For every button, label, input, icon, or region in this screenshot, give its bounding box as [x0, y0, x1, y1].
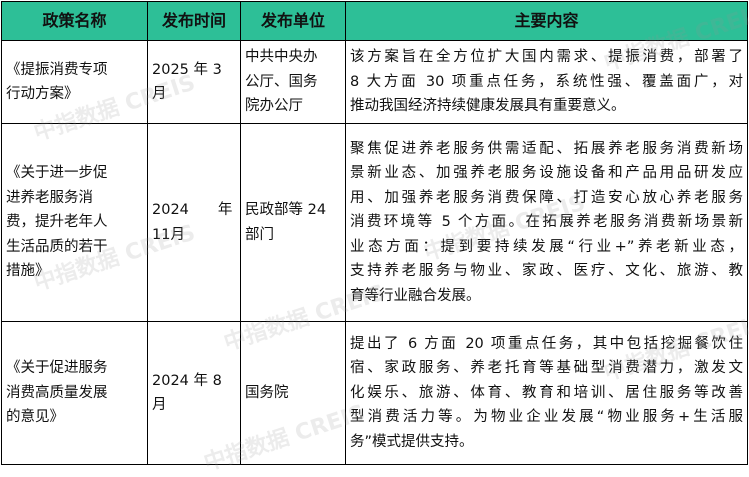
name-line: 《提振消费专项 [6, 61, 108, 78]
name-line: 《关于进一步促 [6, 165, 108, 182]
issuer-line: 院办公厅 [245, 98, 303, 115]
cell-name: 《关于促进服务 消费高质量发展 的意见》 [1, 321, 148, 465]
cell-content: 提出了 6 方面 20 项重点任务，其中包括挖掘餐饮住 宿、家政服务、养老托育等基… [345, 321, 748, 465]
cell-issuer: 民政部等 24 部门 [240, 123, 346, 322]
content-line: 支持养老服务与物业、家政、医疗、文化、旅游、教 [350, 263, 743, 280]
issuer-line: 民政部等 24 [245, 202, 327, 218]
content-line: 用、加强养老服务消费保障、打造安心放心养老服务 [350, 189, 743, 206]
cell-name: 《提振消费专项 行动方案》 [1, 40, 148, 124]
cell-date: 2024 年 8 月 [147, 321, 241, 465]
cell-date: 2024 年 11月 [147, 123, 241, 322]
name-line: 《关于促进服务 [6, 360, 108, 377]
issuer-line: 中共中央办 [245, 49, 318, 66]
content-line: 消费环境等 5 个方面。在拓展养老服务消费新场景新 [350, 214, 743, 231]
cell-date: 2025 年 3 月 [147, 40, 241, 124]
date-line: 2025 年 3 [152, 61, 222, 78]
content-line: 育等行业融合发展。 [350, 287, 481, 304]
name-line: 生活品质的若干 [6, 238, 108, 255]
header-date: 发布时间 [147, 1, 241, 41]
cell-content: 聚焦促进养老服务供需适配、拓展养老服务消费新场 景新业态、加强养老服务设施设备和产… [345, 123, 748, 322]
content-line: 务”模式提供支持。 [350, 433, 474, 450]
cell-issuer: 国务院 [240, 321, 346, 465]
name-line: 进养老服务消 [6, 189, 93, 206]
name-line: 措施》 [6, 263, 50, 280]
content-line: 化娱乐、旅游、体育、教育和培训、居住服务等改善 [350, 384, 743, 401]
content-line: 宿、家政服务、养老托育等基础型消费潜力，激发文 [350, 360, 743, 377]
header-content: 主要内容 [345, 1, 748, 41]
date-line: 月 [152, 86, 167, 102]
header-policy-name: 政策名称 [1, 1, 148, 41]
cell-content: 该方案旨在全方位扩大国内需求、提振消费，部署了 8 大方面 30 项重点任务，系统… [345, 40, 748, 124]
table-row: 《关于促进服务 消费高质量发展 的意见》 2024 年 8 月国务院 提出了 6 方面 2… [1, 321, 748, 465]
name-line: 费，提升老年人 [6, 214, 108, 231]
content-line: 推动我国经济持续健康发展具有重要意义。 [350, 98, 626, 115]
issuer-line: 国务院 [245, 384, 289, 401]
issuer-line: 部门 [245, 226, 274, 243]
issuer-line: 公厅、国务 [245, 73, 318, 90]
table-row: 《关于进一步促 进养老服务消 费，提升老年人 生活品质的若干 措施》 2024 年 11月民… [1, 123, 748, 322]
content-line: 业态方面：提到要持续发展“行业+”养老新业态， [350, 238, 743, 255]
name-line: 行动方案》 [6, 86, 79, 102]
date-line: 2024 年 [152, 202, 233, 218]
header-row: 政策名称 发布时间 发布单位 主要内容 [1, 1, 748, 41]
content-line: 聚焦促进养老服务供需适配、拓展养老服务消费新场 [350, 140, 743, 157]
content-line: 景新业态、加强养老服务设施设备和产品用品研发应 [350, 165, 743, 182]
content-line: 型消费活力等。为物业企业发展“物业服务+生活服 [350, 409, 743, 426]
name-line: 消费高质量发展 [6, 384, 108, 401]
cell-name: 《关于进一步促 进养老服务消 费，提升老年人 生活品质的若干 措施》 [1, 123, 148, 322]
date-line: 月 [152, 397, 167, 413]
content-line: 该方案旨在全方位扩大国内需求、提振消费，部署了 [350, 49, 743, 66]
cell-issuer: 中共中央办公厅、国务院办公厅 [240, 40, 346, 124]
policy-table: 政策名称 发布时间 发布单位 主要内容 《提振消费专项 行动方案》 2025 年 3… [1, 1, 748, 465]
date-line: 2024 年 8 [152, 372, 222, 389]
name-line: 的意见》 [6, 409, 64, 426]
content-line: 提出了 6 方面 20 项重点任务，其中包括挖掘餐饮住 [350, 335, 743, 352]
header-issuer: 发布单位 [240, 1, 346, 41]
content-line: 8 大方面 30 项重点任务，系统性强、覆盖面广，对 [350, 73, 743, 90]
table-row: 《提振消费专项 行动方案》 2025 年 3 月中共中央办 公厅、国务 院办公厅 该方案旨在… [1, 40, 748, 124]
date-line: 11月 [152, 226, 185, 243]
